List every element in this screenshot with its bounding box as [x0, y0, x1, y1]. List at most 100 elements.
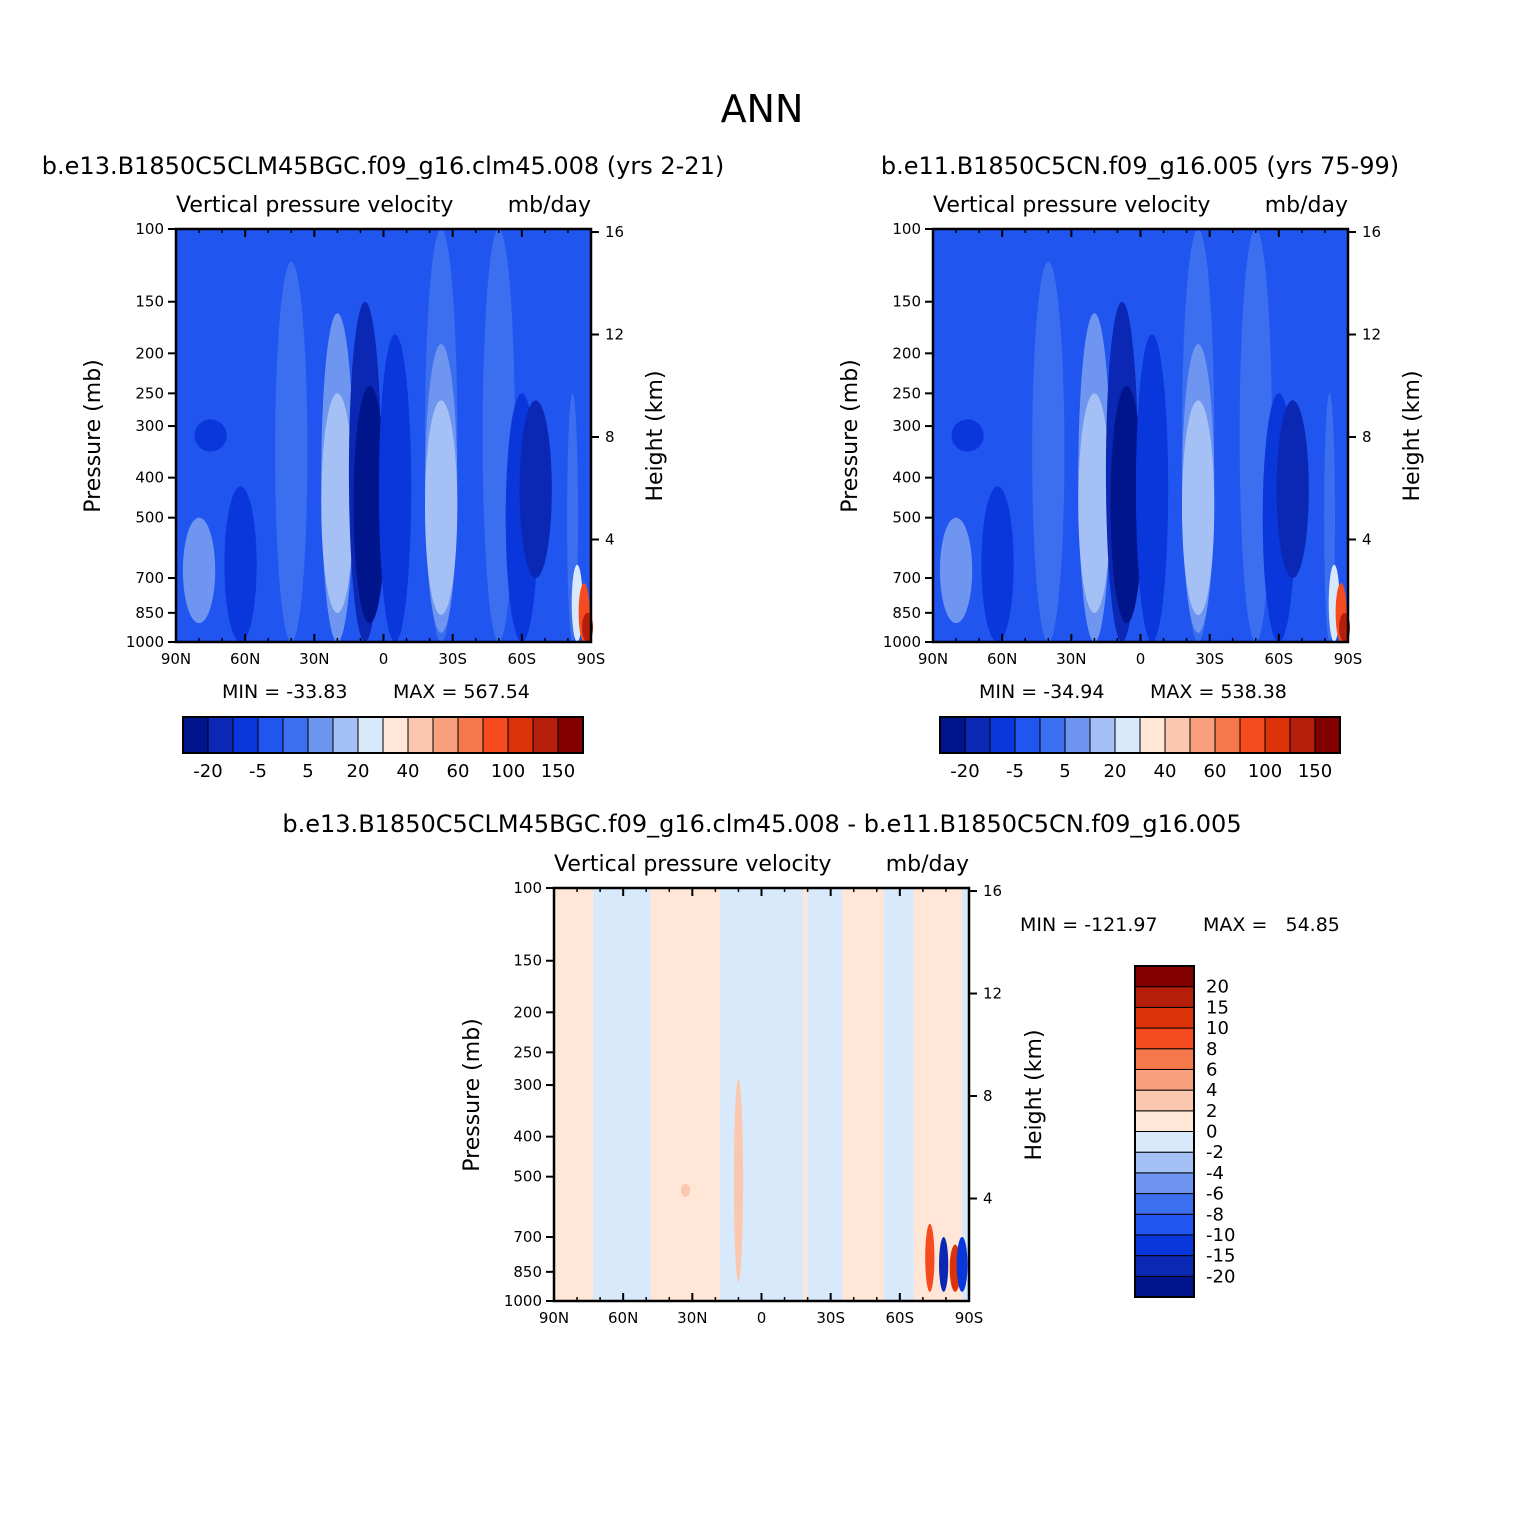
colorbar-box	[1214, 716, 1241, 754]
x-tick-label: 30N	[1056, 650, 1086, 668]
y2-axis-label: Height (km)	[1400, 370, 1425, 501]
colorbar-box	[1134, 1110, 1195, 1132]
colorbar-label: -15	[1206, 1246, 1235, 1267]
field-feature	[275, 261, 308, 642]
y-tick-label: 100	[892, 220, 921, 238]
colorbar-label: -5	[249, 761, 267, 782]
plot-area: 90N 60N 30N 0 30S 60S 90S 100 150 200 250 300 400 500…	[126, 220, 624, 668]
colorbar-box	[357, 716, 384, 754]
colorbar-label: 2	[1206, 1101, 1217, 1122]
colorbar-label: -4	[1206, 1163, 1224, 1184]
colorbar-box	[939, 716, 966, 754]
y-tick-label: 200	[513, 1003, 542, 1021]
x-tick-label: 90S	[955, 1309, 984, 1327]
colorbar-box	[382, 716, 409, 754]
y2-axis-label: Height (km)	[1022, 1029, 1047, 1160]
y-tick-label: 400	[135, 469, 164, 487]
x-tick-label: 0	[1136, 650, 1146, 668]
colorbar-label: 5	[302, 761, 313, 782]
colorbar-frame	[182, 716, 584, 754]
min-label: MIN = -33.83	[222, 681, 347, 703]
colorbar-box	[1134, 1172, 1195, 1195]
colorbar-box	[1134, 1275, 1195, 1298]
colorbar-box	[232, 716, 259, 754]
y-tick-label: 700	[135, 569, 164, 587]
colorbar-label: 60	[447, 761, 470, 782]
colorbar-box	[1014, 716, 1041, 754]
y-tick-label: 250	[135, 384, 164, 402]
y-tick-label: 1000	[126, 633, 164, 651]
field-feature	[956, 1237, 968, 1292]
colorbar-label: -2	[1206, 1142, 1224, 1163]
field-feature	[1182, 400, 1215, 615]
colorbar-label: 100	[1248, 761, 1282, 782]
x-tick-label: 0	[379, 650, 389, 668]
x-tick-label: 90N	[918, 650, 948, 668]
field-feature	[353, 386, 386, 624]
colorbar-box	[1134, 1027, 1195, 1050]
field-feature	[321, 393, 354, 613]
x-tick-label: 60S	[886, 1309, 915, 1327]
colorbar-box	[1064, 716, 1091, 754]
colorbar-frame	[939, 716, 1341, 754]
y-tick-label: 700	[513, 1228, 542, 1246]
colorbar: -20 -5 5 20 40 60 100 150	[939, 716, 1341, 782]
units-label: mb/day	[508, 193, 591, 218]
variable-label: Vertical pressure velocity	[933, 193, 1210, 218]
y-tick-label: 500	[135, 509, 164, 527]
y-tick-label: 850	[513, 1263, 542, 1281]
plot-area: 90N 60N 30N 0 30S 60S 90S 100 150 200 250 300 400 500…	[504, 879, 1002, 1327]
field-feature	[1078, 393, 1111, 613]
y-tick-label: 400	[513, 1128, 542, 1146]
x-tick-label: 30S	[438, 650, 467, 668]
colorbar-box	[257, 716, 284, 754]
y-tick-label: 200	[892, 344, 921, 362]
colorbar-label: 10	[1206, 1018, 1229, 1039]
colorbar-box	[1134, 1234, 1195, 1257]
figure-title: ANN	[721, 87, 804, 131]
colorbar-box	[1134, 1255, 1195, 1277]
height-tick-label: 16	[983, 882, 1002, 900]
x-tick-label: 60N	[230, 650, 260, 668]
colorbar-box	[964, 716, 991, 754]
colorbar-box	[1189, 716, 1216, 754]
colorbar-label: 40	[397, 761, 420, 782]
x-tick-label: 30N	[677, 1309, 707, 1327]
height-tick-label: 16	[1362, 223, 1381, 241]
colorbar-box	[507, 716, 534, 754]
colorbar: -20 -5 5 20 40 60 100 150	[182, 716, 584, 782]
field-feature	[951, 419, 984, 452]
y-tick-label: 400	[892, 469, 921, 487]
y-tick-label: 100	[513, 879, 542, 897]
colorbar-box	[1039, 716, 1066, 754]
field-feature	[194, 419, 227, 452]
colorbar-box	[1164, 716, 1191, 754]
height-tick-label: 8	[1362, 428, 1372, 446]
colorbar-label: 100	[491, 761, 525, 782]
x-tick-label: 90N	[539, 1309, 569, 1327]
field-band	[657, 888, 693, 1301]
y-axis-label: Pressure (mb)	[838, 359, 863, 513]
field-feature	[925, 1223, 935, 1292]
min-label: MIN = -34.94	[979, 681, 1104, 703]
colorbar-box	[182, 716, 209, 754]
height-tick-label: 12	[983, 985, 1002, 1003]
colorbar-box	[1134, 965, 1195, 988]
colorbar-box	[457, 716, 484, 754]
panel-diff: b.e13.B1850C5CLM45BGC.f09_g16.clm45.008 …	[282, 810, 1339, 1327]
y2-axis-label: Height (km)	[643, 370, 668, 501]
min-label: MIN = -121.97	[1020, 914, 1158, 936]
colorbar-box	[282, 716, 309, 754]
height-tick-label: 12	[1362, 326, 1381, 344]
y-tick-label: 500	[513, 1168, 542, 1186]
colorbar-box	[1134, 1131, 1195, 1153]
colorbar-box	[1134, 1193, 1195, 1215]
field-band	[720, 888, 774, 1301]
colorbar-box	[1289, 716, 1316, 754]
field-feature	[378, 334, 412, 642]
colorbar-label: -8	[1206, 1204, 1224, 1225]
x-tick-label: 30S	[816, 1309, 845, 1327]
field-feature	[1032, 261, 1065, 642]
colorbar-label: -10	[1206, 1225, 1235, 1246]
